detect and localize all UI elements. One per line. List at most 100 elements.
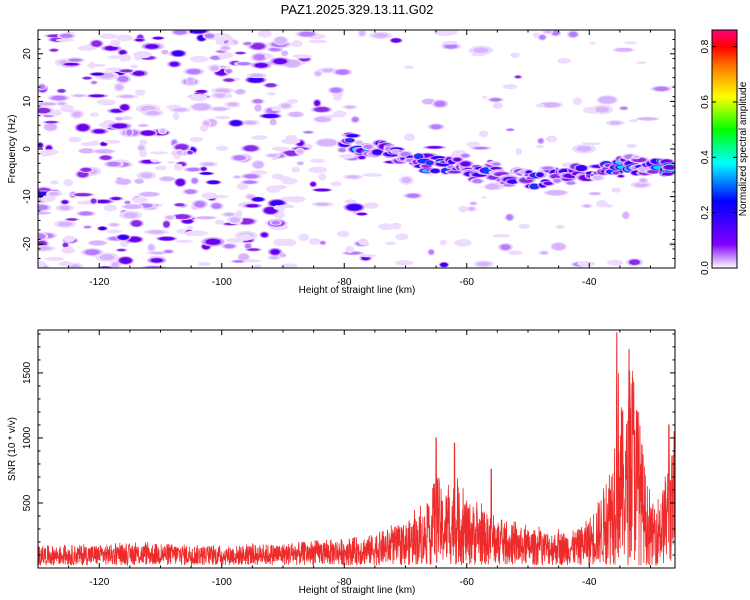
spectrogram-cell (152, 151, 167, 155)
spectrogram-cell (150, 251, 166, 255)
spectrogram-cell (640, 117, 656, 121)
spectrogram-cell (578, 261, 593, 266)
spectrogram-cell (224, 78, 234, 82)
spectrogram-cell (287, 99, 298, 104)
spectrogram-cell (217, 146, 228, 151)
x-tick-label: -40 (582, 277, 597, 288)
spectrogram-cell (470, 202, 476, 205)
spectrogram-cell (261, 232, 268, 238)
spectrogram-cell (299, 31, 315, 37)
spectrogram-cell (118, 76, 129, 82)
spectrogram-cell (110, 40, 120, 47)
spectrogram-cell (109, 230, 119, 233)
spectrogram-cell (553, 178, 561, 183)
spectrogram-cell (506, 214, 513, 220)
spectrogram-cell (504, 84, 516, 89)
spectrogram-cell (63, 242, 68, 248)
y-tick-label: -10 (22, 189, 33, 204)
spectrogram-cell (38, 261, 45, 267)
spectrogram-cell (214, 34, 228, 40)
spectrogram-cell (244, 259, 259, 263)
spectrogram-cell (386, 242, 396, 245)
spectrogram-cell (174, 164, 183, 170)
spectrogram-cell (331, 181, 341, 186)
spectrogram-cell (597, 200, 607, 207)
spectrogram-cell (88, 64, 104, 67)
spectrogram-cell (244, 174, 258, 179)
spectrogram-cell (240, 234, 251, 241)
spectrogram-cell (201, 172, 212, 175)
spectrogram-cell (79, 45, 95, 51)
spectrogram-cell (57, 102, 66, 106)
spectrogram-cell (347, 134, 358, 138)
spectrogram-x-ticks: -120 -100 -80 -60 -40 (37, 30, 651, 288)
x-tick-label: -100 (212, 577, 232, 588)
spectrogram-cell (42, 195, 53, 202)
spectrogram-cell (273, 58, 287, 65)
spectrogram-cell (315, 188, 329, 192)
spectrogram-cell (543, 181, 553, 186)
spectrogram-cell (38, 107, 51, 114)
spectrogram-cell (224, 244, 235, 249)
spectrogram-cell (315, 71, 321, 76)
spectrogram-cell (194, 201, 205, 208)
y-tick-label: 10 (22, 95, 33, 107)
spectrogram-cell (279, 204, 293, 209)
spectrogram-cell (57, 89, 65, 93)
spectrogram-cell (620, 106, 628, 110)
spectrogram-cell (267, 186, 280, 193)
spectrogram-cell (117, 248, 126, 252)
spectrogram-cell (45, 120, 58, 124)
spectrogram-cell (139, 150, 147, 157)
spectrogram-cell (190, 30, 206, 34)
spectrogram-cell (629, 119, 638, 122)
spectrogram-cell (595, 106, 610, 113)
spectrogram-cell (356, 141, 362, 145)
colorbar-frame (711, 29, 738, 269)
spectrogram-cell (61, 200, 69, 204)
spectrogram-cell (78, 201, 93, 205)
spectrogram-cell (444, 44, 458, 49)
spectrogram-cell (118, 35, 131, 41)
colorbar-tick-label: 0.6 (700, 95, 711, 109)
spectrogram-cell (139, 139, 147, 145)
spectrogram-cell (153, 36, 163, 40)
spectrogram-cell (325, 115, 340, 118)
spectrogram-cell (230, 120, 242, 126)
spectrogram-cell (51, 180, 58, 185)
spectrogram-cell (51, 95, 66, 101)
spectrogram-cell (45, 124, 56, 130)
spectrogram-cell (135, 179, 143, 184)
spectrogram-cell (624, 41, 638, 45)
spectrogram-cell (574, 98, 581, 104)
spectrogram-cell (404, 65, 413, 69)
spectrogram-cell (205, 238, 221, 245)
snr-frame (37, 329, 676, 569)
spectrogram-cell (321, 68, 334, 73)
spectrogram-cell (119, 54, 130, 61)
spectrogram-cell (290, 112, 302, 117)
spectrogram-cell (120, 95, 134, 98)
spectrogram-cell (551, 30, 560, 36)
colorbar: 0.0 0.2 0.4 0.6 0.8 Normalized spectral ampl… (700, 29, 749, 275)
spectrogram-cell (192, 56, 207, 62)
spectrogram-cell (492, 162, 500, 166)
spectrogram-cell (146, 110, 160, 116)
spectrogram-cell (243, 42, 252, 46)
spectrogram-cell (334, 95, 341, 101)
spectrogram-cell (608, 260, 622, 266)
spectrogram-cell (654, 86, 669, 91)
spectrogram-cell (212, 107, 227, 111)
spectrogram-cell (647, 170, 659, 174)
spectrogram-cell (105, 205, 116, 211)
spectrogram-cell (229, 217, 241, 223)
spectrogram-cell (428, 249, 434, 255)
spectrogram-cell (263, 114, 278, 118)
spectrogram-cell (315, 202, 330, 206)
spectrogram-cell (101, 34, 116, 39)
spectrogram-cell (201, 167, 207, 171)
spectrogram-cell (91, 241, 104, 245)
spectrogram-cell (212, 203, 222, 209)
spectrogram-cell (296, 149, 304, 154)
